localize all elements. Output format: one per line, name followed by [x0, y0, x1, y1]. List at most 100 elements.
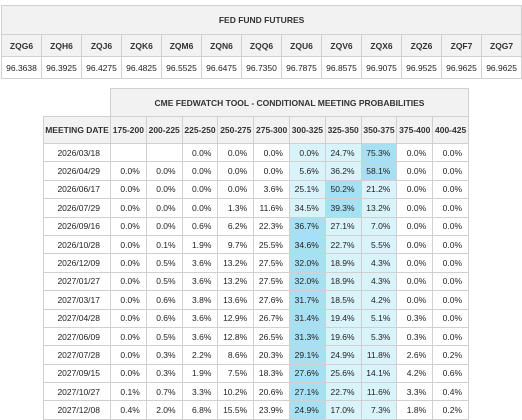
futures-contract-zqg6: ZQG6: [1, 34, 42, 57]
probability-cell: 32.0%: [288, 253, 326, 273]
rate-range-header-325-350: 325-350: [324, 116, 362, 144]
probability-cell: 0.0%: [181, 198, 219, 218]
futures-price-zqu6: 96.7875: [281, 56, 322, 79]
probability-cell: 0.0%: [432, 142, 469, 163]
probability-cell: 0.0%: [432, 253, 469, 273]
probability-cell: 0.2%: [432, 400, 469, 420]
probability-cell: 58.1%: [360, 161, 398, 181]
table-row: 2026/12/09 0.0% 0.5% 3.6% 13.2% 27.5% 32.0% 18.…: [43, 253, 469, 273]
probability-cell: 0.3%: [145, 345, 183, 365]
probability-cell: 32.0%: [288, 271, 326, 292]
futures-contract-zqk6: ZQK6: [121, 34, 162, 57]
table-row: 2027/01/27 0.0% 0.5% 3.6% 13.2% 27.5% 32.0% 18.…: [43, 271, 469, 292]
probability-cell: 31.3%: [288, 326, 326, 347]
probability-cell: 1.9%: [181, 363, 219, 384]
probability-cell: 75.3%: [360, 142, 398, 163]
futures-contract-zqg7: ZQG7: [480, 34, 522, 57]
probability-cell: 0.0%: [432, 216, 469, 236]
probability-cell: 0.0%: [110, 290, 147, 310]
rate-range-header-300-325: 300-325: [288, 116, 326, 144]
probability-cell: 9.7%: [217, 234, 255, 255]
probability-cell: 0.2%: [432, 345, 469, 365]
futures-price-row: 96.3638 96.3925 96.4275 96.4825 96.5525 96.64…: [1, 56, 522, 79]
meeting-date: 2027/04/28: [43, 308, 111, 328]
probability-cell: 6.2%: [217, 216, 255, 236]
probability-cell: 0.0%: [110, 308, 147, 328]
probability-cell: 18.9%: [324, 271, 362, 292]
probability-cell: 0.3%: [396, 308, 434, 328]
probability-cell: 0.0%: [288, 142, 326, 163]
rate-range-header-350-375: 350-375: [360, 116, 398, 144]
probability-cell: 0.4%: [110, 400, 147, 420]
probability-cell: 0.0%: [145, 216, 183, 236]
futures-contract-zqn6: ZQN6: [201, 34, 242, 57]
probability-cell: 7.0%: [360, 216, 398, 236]
probability-cell: 0.0%: [145, 198, 183, 218]
probability-cell: 0.0%: [110, 271, 147, 292]
probability-cell: 7.3%: [360, 400, 398, 420]
probability-cell: 0.5%: [145, 271, 183, 292]
probability-cell: 12.9%: [217, 308, 255, 328]
probability-cell: [110, 142, 147, 163]
probability-cell: 0.0%: [253, 142, 290, 163]
probability-cell: 15.5%: [217, 400, 255, 420]
probability-cell: 0.3%: [396, 326, 434, 347]
probability-cell: 20.6%: [253, 382, 290, 402]
meeting-date: 2026/03/18: [43, 142, 111, 163]
probability-cell: 31.7%: [288, 290, 326, 310]
probability-cell: 0.0%: [432, 179, 469, 200]
fedwatch-body: 2026/03/18 0.0% 0.0% 0.0% 0.0% 24.7% 75.3% 0.0%…: [43, 142, 469, 420]
probability-cell: 27.6%: [253, 290, 290, 310]
meeting-date: 2027/12/08: [43, 400, 111, 420]
fedwatch-probabilities-table: CME FEDWATCH TOOL - CONDITIONAL MEETING …: [43, 88, 469, 420]
probability-cell: 25.1%: [288, 179, 326, 200]
probability-cell: 4.3%: [360, 253, 398, 273]
probability-cell: 1.9%: [181, 234, 219, 255]
probability-cell: 27.5%: [253, 271, 290, 292]
probability-cell: 0.0%: [110, 363, 147, 384]
probability-cell: 1.3%: [217, 198, 255, 218]
table-row: 2027/10/27 0.1% 0.7% 3.3% 10.2% 20.6% 27.1% 22.…: [43, 382, 469, 402]
rate-range-header-200-225: 200-225: [145, 116, 183, 144]
probability-cell: 0.0%: [432, 326, 469, 347]
table-row: 2026/03/18 0.0% 0.0% 0.0% 0.0% 24.7% 75.3% 0.0%…: [43, 142, 469, 163]
futures-contract-zqh6: ZQH6: [41, 34, 82, 57]
probability-cell: 0.0%: [432, 161, 469, 181]
meeting-date-header: MEETING DATE: [43, 116, 111, 144]
fedwatch-title: CME FEDWATCH TOOL - CONDITIONAL MEETING …: [110, 88, 469, 117]
table-row: 2027/07/28 0.0% 0.3% 2.2% 8.6% 20.3% 29.1% 24.9…: [43, 345, 469, 365]
probability-cell: 5.5%: [360, 234, 398, 255]
table-row: 2026/09/16 0.0% 0.0% 0.6% 6.2% 22.3% 36.7% 27.1…: [43, 216, 469, 236]
probability-cell: 2.6%: [396, 345, 434, 365]
probability-cell: 5.6%: [288, 161, 326, 181]
probability-cell: 0.0%: [396, 216, 434, 236]
probability-cell: 13.2%: [217, 271, 255, 292]
probability-cell: 0.0%: [432, 234, 469, 255]
futures-contract-zqx6: ZQX6: [361, 34, 402, 57]
probability-cell: 39.3%: [324, 198, 362, 218]
probability-cell: 29.1%: [288, 345, 326, 365]
probability-cell: 1.8%: [396, 400, 434, 420]
table-row: 2027/12/08 0.4% 2.0% 6.8% 15.5% 23.9% 24.9% 17.…: [43, 400, 469, 420]
futures-price-zqj6: 96.4275: [81, 56, 122, 79]
probability-cell: 3.6%: [181, 271, 219, 292]
rate-range-header-250-275: 250-275: [217, 116, 255, 144]
probability-cell: 0.1%: [145, 234, 183, 255]
fedwatch-header-row: MEETING DATE 175-200 200-225 225-250 250-27…: [43, 116, 469, 144]
fed-fund-futures-table: FED FUND FUTURES ZQG6 ZQH6 ZQJ6 ZQK6 ZQM6 ZQN…: [0, 5, 522, 79]
table-row: 2026/04/29 0.0% 0.0% 0.0% 0.0% 0.0% 5.6% 36.2% 5…: [43, 161, 469, 181]
probability-cell: 0.0%: [110, 179, 147, 200]
table-row: 2027/04/28 0.0% 0.6% 3.6% 12.9% 26.7% 31.4% 19.…: [43, 308, 469, 328]
probability-cell: 13.2%: [360, 198, 398, 218]
probability-cell: 0.6%: [432, 363, 469, 384]
probability-cell: 24.9%: [324, 345, 362, 365]
probability-cell: 24.7%: [324, 142, 362, 163]
probability-cell: 0.0%: [145, 179, 183, 200]
table-row: 2026/10/28 0.0% 0.1% 1.9% 9.7% 25.5% 34.6% 22.7…: [43, 234, 469, 255]
probability-cell: 0.1%: [110, 382, 147, 402]
probability-cell: 0.0%: [145, 161, 183, 181]
futures-contract-zqu6: ZQU6: [281, 34, 322, 57]
probability-cell: 4.2%: [396, 363, 434, 384]
futures-price-zqx6: 96.9075: [361, 56, 402, 79]
probability-cell: 0.6%: [181, 216, 219, 236]
